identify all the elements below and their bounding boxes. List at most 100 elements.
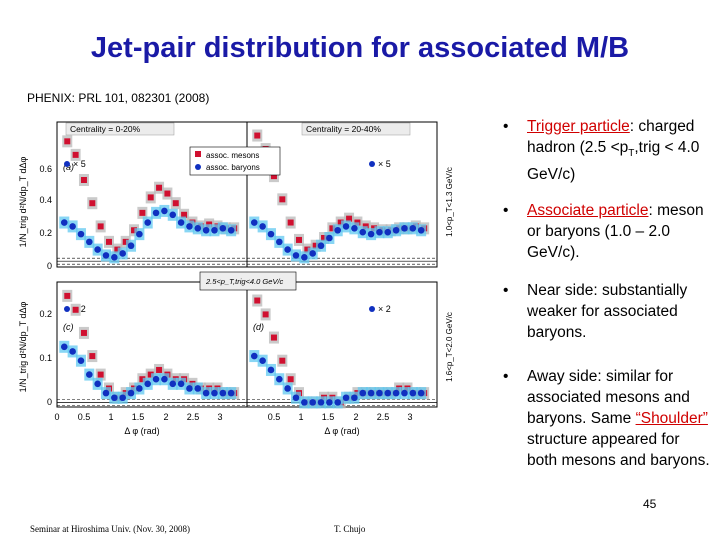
baryon-point	[111, 394, 118, 402]
x-tick-label: 0	[54, 412, 59, 422]
baryon-point	[351, 394, 358, 402]
baryon-point	[409, 389, 417, 397]
baryon-point	[401, 389, 408, 397]
meson-point	[64, 138, 71, 145]
baryon-point	[77, 357, 85, 365]
baryon-point	[60, 343, 68, 351]
legend-meson-marker	[195, 151, 201, 157]
baryon-point	[392, 226, 400, 234]
baryon-point	[376, 228, 383, 236]
baryon-point	[359, 389, 367, 397]
y-axis-label: 1/N_trig d²N/dp_T dΔφ	[18, 301, 28, 392]
panel-tag: (a)	[63, 162, 74, 172]
y-axis-label: 1/N_trig d²N/dp_T dΔφ	[18, 156, 28, 247]
baryon-point	[342, 223, 350, 230]
panel-tag: (d)	[253, 322, 264, 332]
trigger-label: Trigger particle	[527, 118, 630, 135]
baryon-point	[211, 226, 218, 234]
baryon-point	[301, 399, 308, 406]
meson-point	[80, 329, 87, 336]
x-tick-label: 2	[163, 412, 168, 422]
x-tick-label: 3	[407, 412, 412, 422]
baryon-point	[60, 219, 68, 226]
meson-point	[321, 235, 328, 241]
slide-title: Jet-pair distribution for associated M/B	[90, 32, 630, 64]
bullet-dot: •	[503, 202, 509, 219]
baryon-point	[301, 254, 308, 261]
baryon-point	[102, 389, 110, 397]
x-tick-label: 3	[217, 412, 222, 422]
associate-text: meson or baryons (1.0 – 2.0 GeV/c).	[527, 202, 704, 261]
trigger-text-2: ,trig < 4.0 GeV/c)	[527, 139, 700, 184]
meson-point	[156, 366, 163, 373]
baryon-point	[259, 223, 266, 230]
y-tick-label: 0	[47, 397, 52, 407]
baryon-point	[69, 348, 76, 355]
meson-point	[147, 194, 154, 201]
page-number: 45	[643, 497, 657, 511]
footer-author: T. Chujo	[334, 524, 366, 534]
baryon-point	[144, 219, 152, 226]
baryon-point	[351, 225, 358, 232]
baryon-point	[77, 230, 85, 238]
baryon-point	[186, 223, 193, 230]
meson-point	[106, 238, 112, 245]
baryon-point	[367, 389, 375, 397]
subscript: T	[628, 148, 635, 160]
baryon-point	[219, 225, 227, 232]
baryon-point	[127, 242, 135, 250]
y-tick-label: 0.1	[39, 353, 52, 363]
meson-point	[279, 196, 286, 203]
colon: :	[648, 202, 653, 219]
meson-point	[164, 190, 171, 197]
baryon-point	[309, 399, 316, 406]
baryon-point	[317, 399, 325, 406]
away-text-2: structure appeared for both mesons and b…	[527, 431, 710, 469]
x-tick-label: 2.5	[187, 412, 200, 422]
centrality-label: Centrality = 20-40%	[306, 124, 381, 134]
y-tick-label: 0.6	[39, 164, 52, 174]
baryon-point	[202, 389, 210, 397]
x-tick-label: 1.5	[132, 412, 145, 422]
meson-point	[181, 211, 188, 218]
baryon-point	[284, 385, 291, 392]
associate-label: Associate particle	[527, 202, 649, 219]
baryon-point	[177, 380, 185, 388]
meson-point	[329, 225, 336, 232]
baryon-point	[259, 357, 266, 365]
scale-label: × 5	[73, 159, 86, 169]
meson-point	[296, 236, 302, 243]
bullet-text: Near side: substantially weaker for asso…	[527, 282, 688, 341]
away-text-1: Away side: similar for associated mesons…	[527, 368, 690, 427]
baryon-point	[359, 228, 367, 236]
meson-point	[304, 246, 311, 253]
scale-label: × 5	[378, 159, 391, 169]
meson-point	[172, 200, 179, 207]
baryon-point	[384, 389, 392, 397]
baryon-point	[202, 226, 210, 234]
trigger-text: charged hadron (2.5 <p	[527, 118, 695, 156]
x-axis-label: Δ φ (rad)	[124, 426, 159, 436]
scale-marker	[64, 161, 70, 167]
baryon-point	[161, 375, 168, 383]
x-tick-label: 2.5	[377, 412, 390, 422]
x-axis-label: Δ φ (rad)	[324, 426, 359, 436]
baryon-point	[250, 352, 258, 360]
baryon-point	[152, 375, 160, 383]
panel-frame	[246, 121, 438, 268]
meson-point	[122, 238, 129, 245]
meson-point	[131, 227, 138, 234]
scale-marker	[64, 306, 70, 312]
baryon-point	[401, 225, 408, 232]
baryon-point	[161, 207, 168, 215]
baryon-point	[86, 238, 93, 246]
meson-point	[254, 132, 261, 139]
baryon-point	[186, 385, 193, 392]
baryon-point	[177, 219, 185, 226]
baryon-point	[169, 380, 177, 388]
baryon-point	[326, 399, 333, 406]
baryon-point	[152, 209, 160, 217]
y-tick-label: 0	[47, 261, 52, 271]
x-tick-label: 1	[298, 412, 303, 422]
